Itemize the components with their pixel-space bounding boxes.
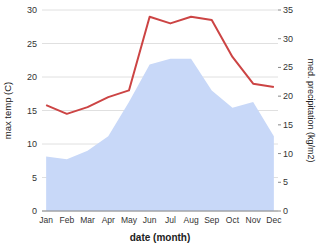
grid-line bbox=[42, 10, 278, 11]
y2-tick bbox=[278, 10, 281, 11]
x-tick-label: Jun bbox=[143, 215, 157, 225]
chart: 0 5 10 15 20 25 30 0 5 10 15 20 25 30 35 Jan Feb Mar Apr Ma… bbox=[0, 0, 318, 247]
x-axis-line bbox=[42, 211, 278, 212]
plot-area bbox=[46, 17, 274, 211]
area bbox=[46, 59, 274, 211]
x-tick-label: Jan bbox=[39, 215, 53, 225]
x-tick-label: Nov bbox=[246, 215, 262, 225]
y2-tick bbox=[278, 211, 281, 212]
x-tick-label: Sep bbox=[204, 215, 219, 225]
y2-tick bbox=[278, 124, 281, 125]
x-tick-label: Dec bbox=[266, 215, 282, 225]
y-tick-label: 20 bbox=[27, 72, 37, 82]
y2-tick bbox=[278, 67, 281, 68]
y-axis-label: max temp (C) bbox=[2, 82, 13, 140]
grid-line bbox=[42, 43, 278, 44]
axes: 0 5 10 15 20 25 30 0 5 10 15 20 25 30 35 Jan Feb Mar Apr Ma… bbox=[27, 5, 293, 225]
x-tick-label: May bbox=[121, 215, 138, 225]
y-tick-label: 25 bbox=[27, 39, 37, 49]
y2-tick bbox=[278, 153, 281, 154]
x-tick-label: Aug bbox=[183, 215, 198, 225]
y2-tick-label: 15 bbox=[283, 120, 293, 130]
x-tick-label: Mar bbox=[80, 215, 95, 225]
y2-tick-label: 10 bbox=[283, 149, 293, 159]
x-tick-label: Feb bbox=[60, 215, 75, 225]
y-tick-label: 0 bbox=[32, 206, 37, 216]
grid bbox=[42, 10, 278, 211]
y2-tick-label: 5 bbox=[283, 177, 288, 187]
x-tick-label: Jul bbox=[165, 215, 176, 225]
y2-tick-label: 30 bbox=[283, 34, 293, 44]
y-tick-label: 5 bbox=[32, 173, 37, 183]
grid-line bbox=[42, 211, 278, 212]
x-tick-label: Oct bbox=[226, 215, 240, 225]
y2-tick-label: 25 bbox=[283, 62, 293, 72]
line bbox=[46, 17, 274, 114]
y-tick-label: 15 bbox=[27, 106, 37, 116]
y2-tick bbox=[278, 182, 281, 183]
y-tick-label: 10 bbox=[27, 139, 37, 149]
y2-tick-label: 20 bbox=[283, 91, 293, 101]
y2-tick-label: 0 bbox=[283, 206, 288, 216]
x-axis-label: date (month) bbox=[130, 232, 191, 243]
y2-tick-label: 35 bbox=[283, 5, 293, 15]
y2-axis-label: med. precipitation (kg/m2) bbox=[306, 58, 316, 162]
y2-tick bbox=[278, 96, 281, 97]
y2-tick bbox=[278, 38, 281, 39]
x-tick-label: Apr bbox=[102, 215, 115, 225]
y-tick-label: 30 bbox=[27, 5, 37, 15]
